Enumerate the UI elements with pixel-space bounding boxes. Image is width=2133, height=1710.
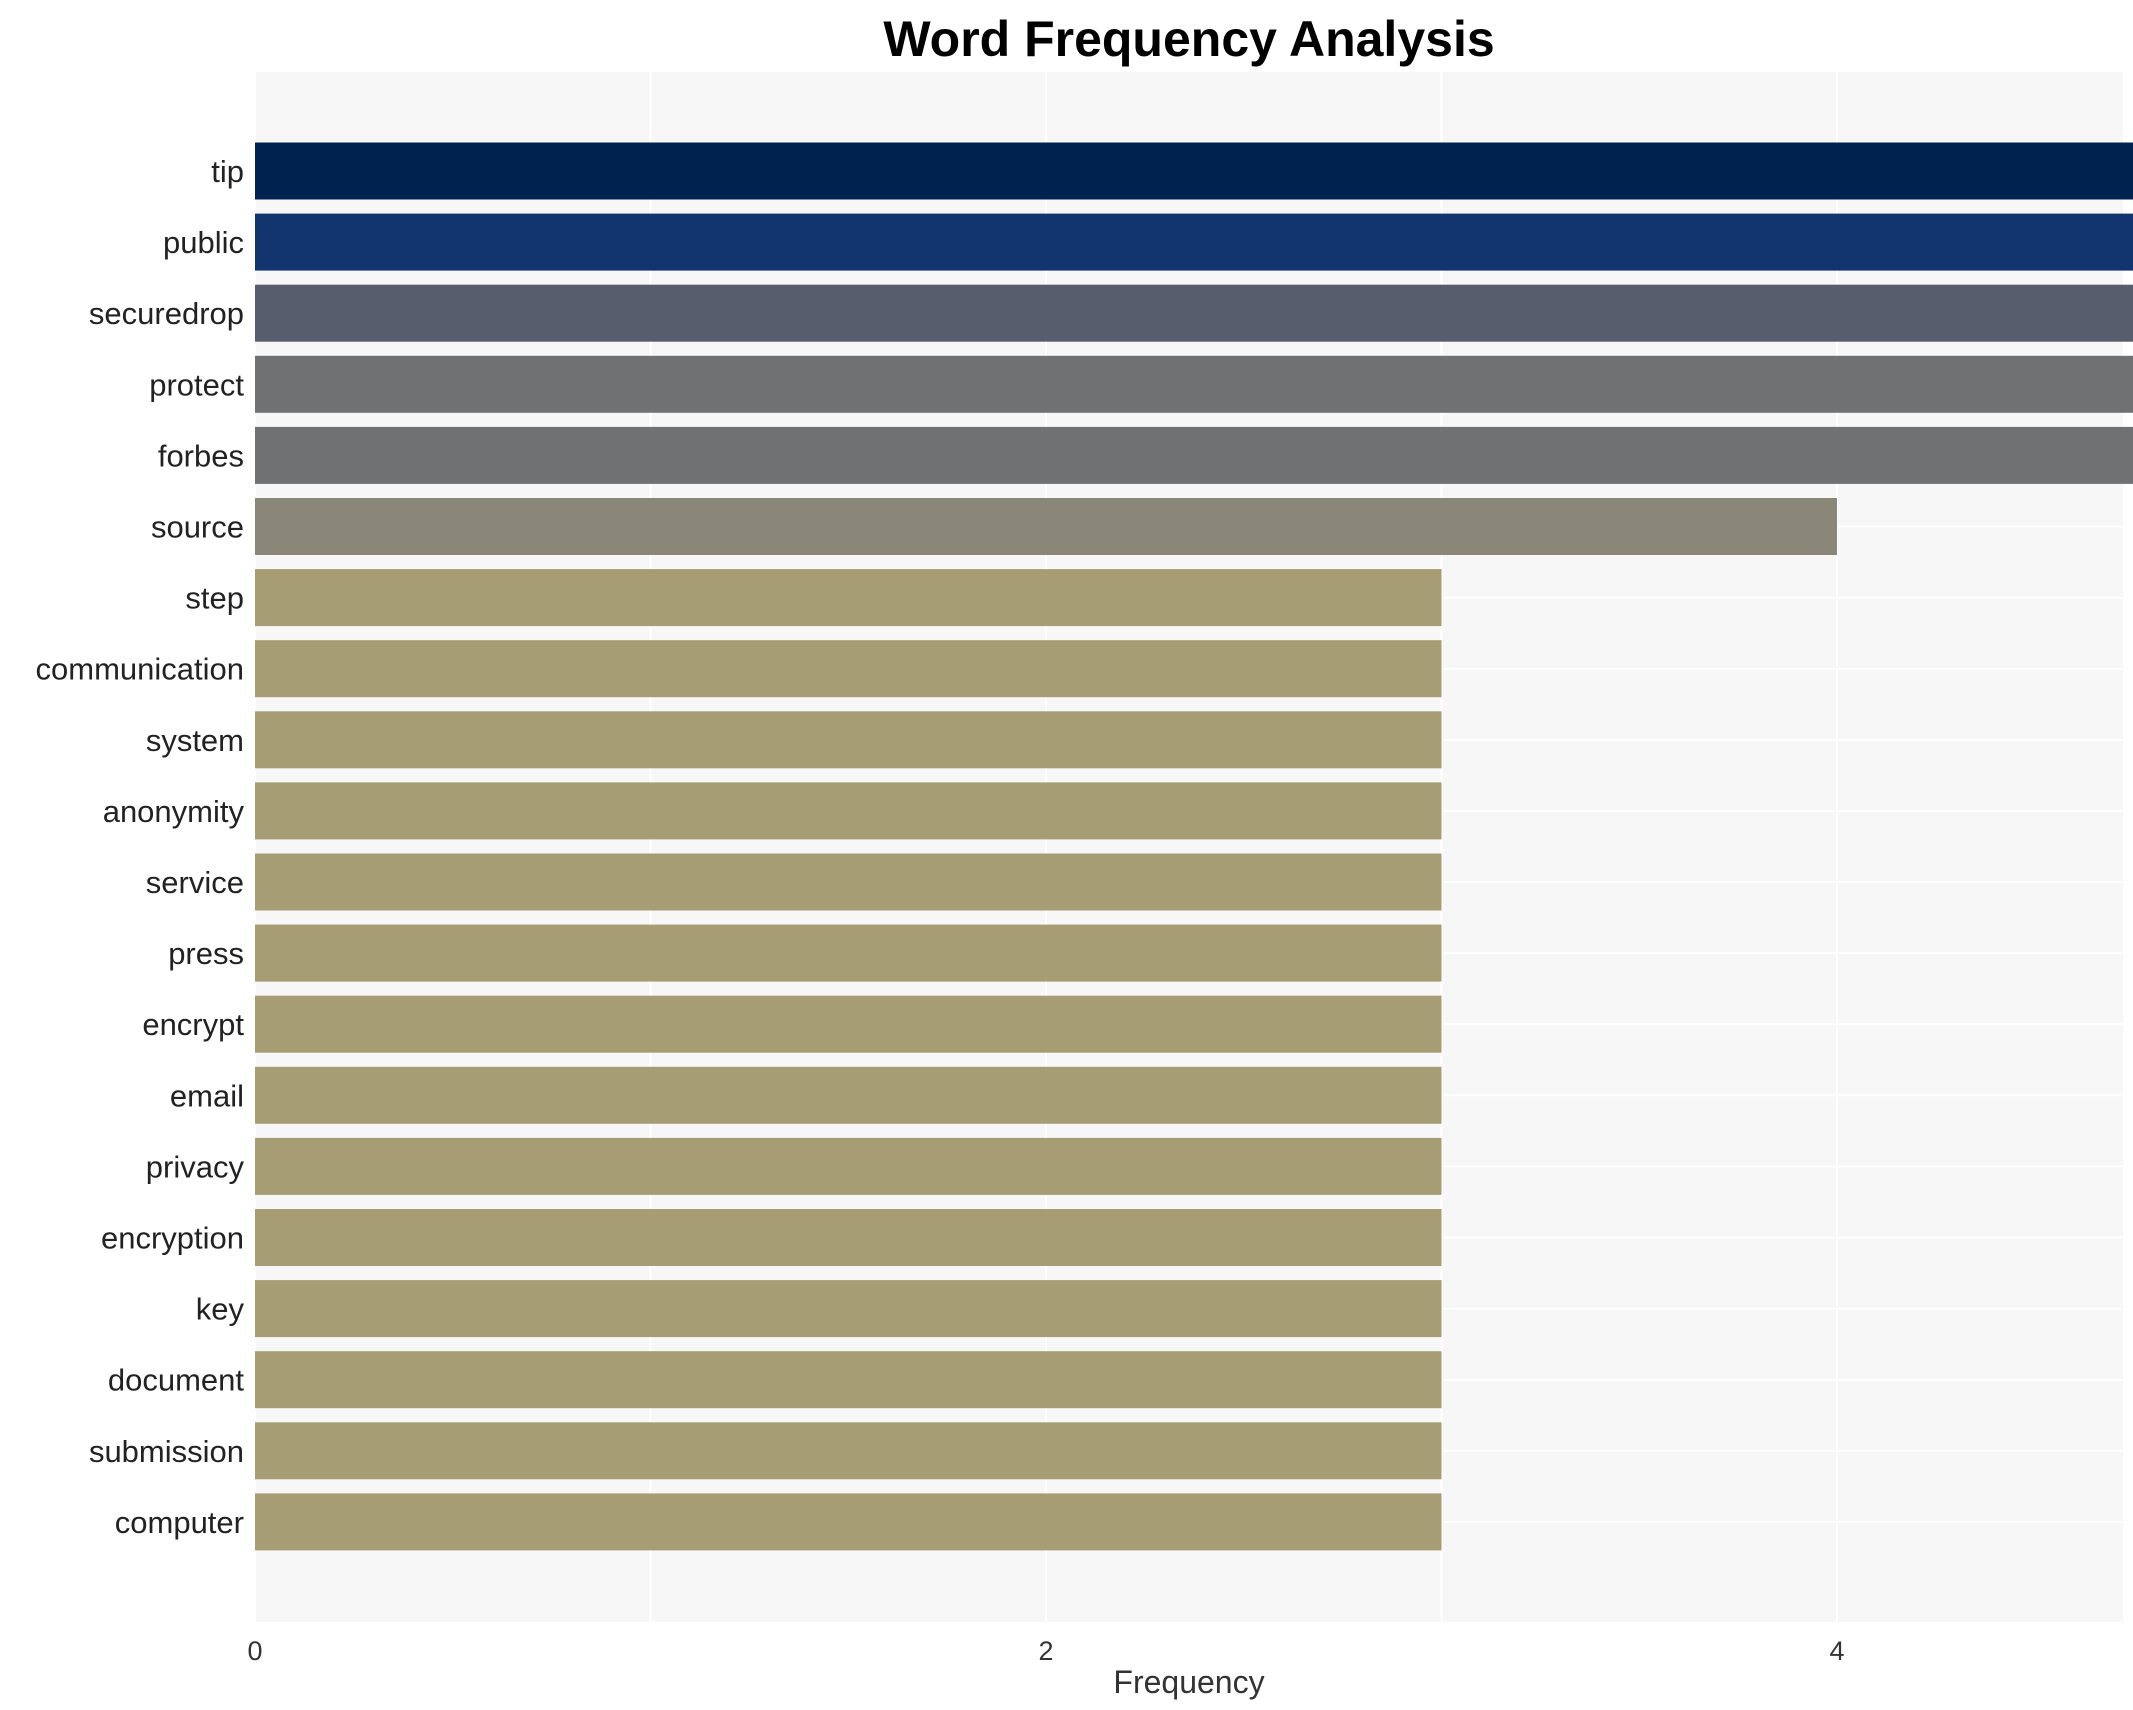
category-label-forbes: forbes (158, 438, 244, 473)
category-label-privacy: privacy (146, 1149, 245, 1184)
bar-encryption (255, 1209, 1442, 1266)
bar-key (255, 1280, 1442, 1338)
category-label-securedrop: securedrop (89, 296, 244, 331)
category-labels: tip public securedrop protect forbes source st… (36, 154, 245, 1540)
bar-securedrop (255, 284, 2133, 342)
bar-submission (255, 1422, 1442, 1480)
bar-encrypt (255, 995, 1442, 1053)
bar-privacy (255, 1137, 1442, 1195)
x-tick-label: 4 (1829, 1636, 1844, 1666)
category-label-encrypt: encrypt (142, 1007, 244, 1042)
bars (255, 142, 2133, 1551)
category-label-source: source (151, 510, 244, 545)
bar-service (255, 853, 1442, 911)
category-label-tip: tip (211, 154, 244, 189)
bar-source (255, 498, 1837, 555)
bar-protect (255, 355, 2133, 413)
bar-forbes (255, 426, 2133, 484)
category-label-key: key (196, 1292, 245, 1327)
bar-anonymity (255, 782, 1442, 840)
category-label-step: step (185, 581, 244, 616)
category-label-submission: submission (89, 1434, 244, 1469)
category-label-protect: protect (149, 367, 244, 402)
bar-document (255, 1351, 1442, 1409)
bar-press (255, 924, 1442, 982)
category-label-encryption: encryption (101, 1221, 244, 1256)
x-tick-label: 2 (1038, 1636, 1053, 1666)
category-label-email: email (170, 1078, 244, 1113)
category-label-service: service (146, 865, 244, 900)
bar-communication (255, 640, 1442, 698)
bar-computer (255, 1493, 1442, 1551)
category-label-public: public (163, 225, 244, 260)
bar-system (255, 711, 1442, 769)
x-tick-labels: 02468 (247, 1636, 1844, 1666)
category-label-anonymity: anonymity (103, 794, 245, 829)
chart-title: Word Frequency Analysis (883, 11, 1494, 67)
category-label-computer: computer (115, 1505, 244, 1540)
category-label-press: press (168, 936, 244, 971)
bar-tip (255, 142, 2133, 200)
category-label-system: system (146, 723, 244, 758)
x-axis-title: Frequency (1113, 1664, 1264, 1700)
bar-public (255, 213, 2133, 271)
category-label-document: document (108, 1363, 245, 1398)
x-tick-label: 0 (247, 1636, 262, 1666)
bar-step (255, 569, 1442, 627)
category-label-communication: communication (36, 652, 244, 687)
bar-email (255, 1066, 1442, 1124)
